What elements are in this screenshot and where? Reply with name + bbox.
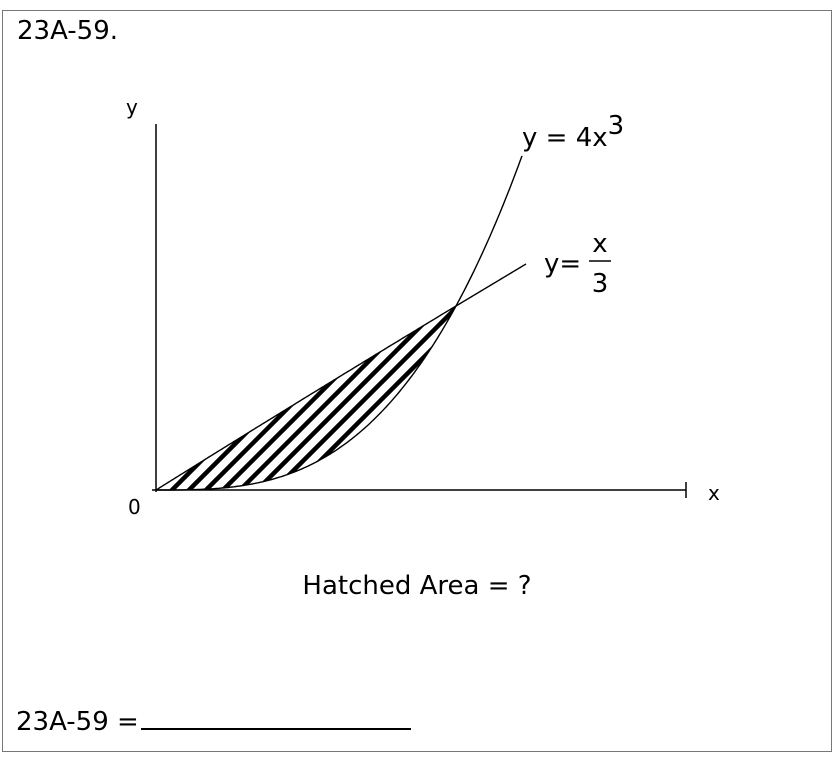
y-axis-label: y: [126, 95, 138, 119]
hatch-line: [389, 306, 456, 490]
hatch-line: [440, 306, 456, 490]
answer-blank[interactable]: [140, 702, 411, 730]
hatch-line: [406, 306, 456, 490]
hatch-line: [459, 292, 659, 492]
answer-line: 23A-59 =: [16, 702, 411, 739]
hatch-line: [476, 292, 676, 492]
answer-prefix: 23A-59 =: [16, 707, 139, 737]
problem-frame: [2, 10, 832, 752]
hatch-line: [423, 306, 456, 490]
x-axis-label: x: [708, 481, 720, 505]
hatch-line: [253, 306, 456, 490]
linear-curve: [155, 263, 527, 491]
cubic-curve: [156, 155, 523, 491]
hatch-line: [372, 306, 456, 490]
cubic-label-prefix: y = 4x: [522, 123, 608, 153]
linear-label-numerator: x: [592, 229, 607, 259]
origin-label: 0: [128, 495, 141, 519]
cubic-label-exponent: 3: [608, 111, 625, 141]
hatch-line: [236, 306, 440, 490]
hatch-lines: [168, 292, 676, 492]
question-caption: Hatched Area = ?: [302, 571, 532, 601]
hatch-line: [270, 306, 456, 490]
linear-label-denominator: 3: [592, 269, 609, 299]
problem-id: 23A-59.: [17, 16, 119, 46]
linear-label-prefix: y=: [544, 249, 581, 279]
cubic-curve-label: y = 4x3: [522, 111, 624, 153]
